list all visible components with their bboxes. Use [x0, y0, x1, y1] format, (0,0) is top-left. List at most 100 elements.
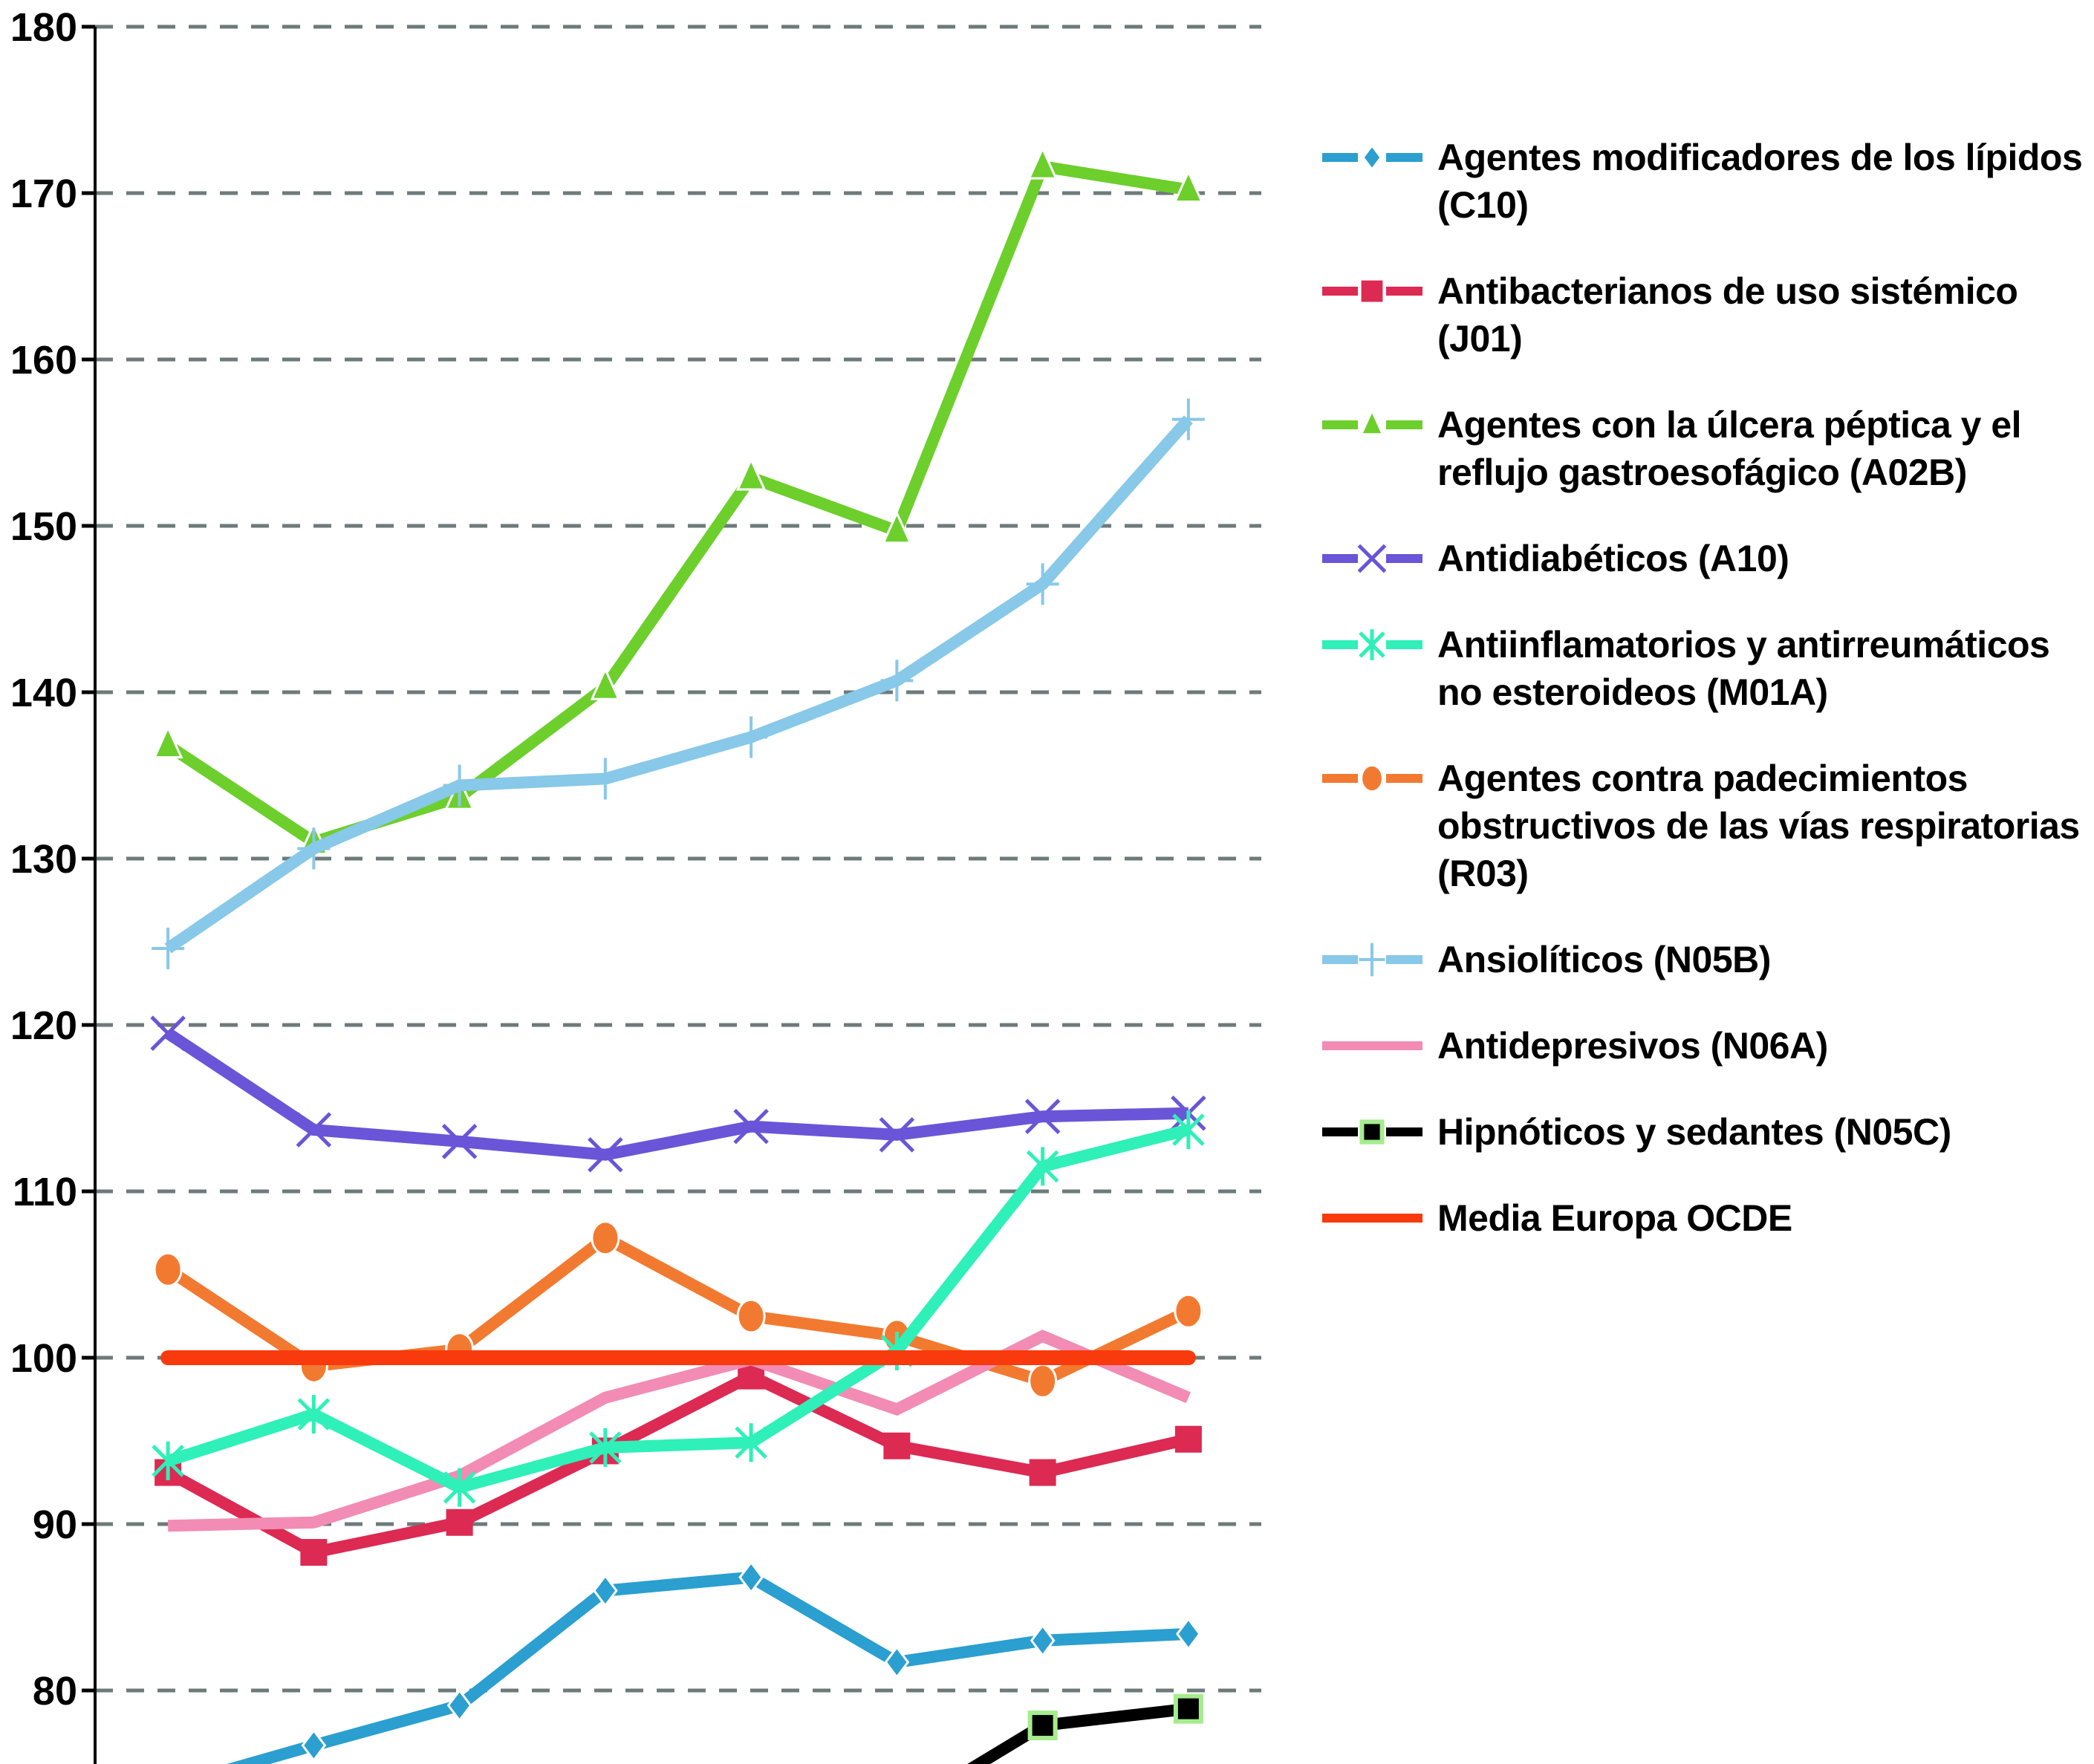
data-point [880, 660, 914, 702]
legend-swatch-icon [1322, 943, 1422, 977]
data-point [1176, 1617, 1201, 1651]
series-6 [152, 398, 1205, 969]
series-0 [227, 1560, 1201, 1764]
legend-item: Antidepresivos (N06A) [1322, 1022, 2094, 1070]
marker-stroke [297, 1398, 331, 1431]
legend-marker [1359, 408, 1385, 436]
y-tick-label: 180 [10, 5, 77, 50]
data-point [1026, 563, 1059, 605]
marker-stroke [296, 1112, 332, 1148]
series-4 [152, 1110, 1205, 1507]
y-tick-label: 140 [10, 671, 77, 715]
data-point [589, 1428, 622, 1467]
series-3 [150, 1015, 1206, 1173]
legend-swatch-icon [1322, 1119, 1422, 1145]
marker-stroke [735, 1426, 767, 1459]
marker-stroke [152, 1445, 184, 1477]
y-tick-label: 90 [33, 1503, 77, 1547]
marker-stroke [1026, 1150, 1059, 1183]
legend-marker [1360, 764, 1384, 793]
data-point [593, 1574, 618, 1608]
data-point [1026, 1147, 1059, 1186]
data-point [884, 1645, 910, 1679]
legend-label: Media Europa OCDE [1437, 1197, 1792, 1239]
data-point [1174, 1293, 1203, 1329]
data-point [297, 827, 331, 870]
data-point [591, 1220, 620, 1256]
data-point [735, 457, 767, 491]
legend-item: Agentes con la úlcera péptica y el reflu… [1322, 401, 2094, 496]
data-point [735, 1423, 767, 1462]
legend-marker [1357, 544, 1387, 573]
series-2 [152, 146, 1204, 856]
y-tick-label: 160 [10, 338, 77, 383]
data-point [446, 1508, 473, 1536]
data-point [1171, 398, 1205, 440]
data-point [1028, 1363, 1058, 1399]
legend-swatch-icon [1322, 143, 1422, 172]
data-point [300, 1539, 328, 1566]
data-point [733, 1108, 769, 1145]
series-line [166, 1124, 1190, 1494]
series-line [967, 1702, 1189, 1764]
data-point [1174, 1425, 1202, 1453]
legend-item: Media Europa OCDE [1322, 1194, 2094, 1242]
data-point [1030, 1624, 1056, 1658]
marker-stroke [589, 1431, 622, 1464]
data-point [446, 1688, 472, 1722]
y-tick-label: 80 [33, 1669, 77, 1713]
marker-stroke [588, 1136, 623, 1173]
data-point [883, 1432, 911, 1459]
data-point [150, 1015, 186, 1051]
line-chart: 60708090100110120130140150160170180 2000… [10, 5, 1261, 1764]
data-point [296, 1112, 332, 1148]
legend-label: Agentes modificadores de los lípidos (C1… [1437, 137, 2083, 226]
gridlines [95, 25, 1261, 1693]
legend-label: Hipnóticos y sedantes (N05C) [1437, 1111, 1951, 1153]
series-line [164, 1028, 1189, 1161]
data-point [1173, 1693, 1203, 1724]
data-point [443, 1468, 476, 1507]
legend-swatch-icon [1322, 408, 1422, 438]
legend-swatch-icon [1322, 1041, 1422, 1050]
marker-stroke [1172, 1113, 1205, 1146]
legend-item: Ansiolíticos (N05B) [1322, 936, 2094, 983]
y-tick-label: 100 [10, 1336, 77, 1381]
data-point [879, 1117, 915, 1153]
legend-label: Ansiolíticos (N05B) [1437, 939, 1771, 980]
data-point [441, 1124, 478, 1159]
series-line [227, 1571, 1189, 1764]
data-point [588, 1136, 623, 1173]
data-point [301, 1728, 327, 1763]
y-tick-label: 170 [10, 172, 77, 216]
data-point [1027, 146, 1058, 180]
marker-stroke [150, 1015, 186, 1051]
legend-swatch-icon [1322, 544, 1422, 573]
data-point [1029, 1459, 1056, 1486]
data-point [1027, 1711, 1058, 1741]
series-lines [150, 146, 1206, 1764]
legend-label: Agentes con la úlcera péptica y el reflu… [1437, 404, 2022, 493]
marker-stroke [1024, 1099, 1061, 1134]
data-point [153, 1252, 183, 1287]
legend-marker [1359, 629, 1385, 660]
legend-item: Antidiabéticos (A10) [1322, 535, 2094, 582]
legend-label: Antibacterianos de uso sistémico (J01) [1437, 270, 2018, 359]
marker-stroke [879, 1117, 915, 1153]
legend-marker [1361, 280, 1383, 302]
series-8 [967, 1693, 1203, 1764]
legend-swatch-icon [1322, 764, 1422, 793]
series-line [164, 415, 1193, 954]
data-point [590, 666, 621, 700]
series-5 [153, 1220, 1203, 1399]
legend-item: Agentes modificadores de los lípidos (C1… [1322, 134, 2094, 229]
marker-stroke [1357, 544, 1387, 573]
y-tick-label: 150 [10, 504, 77, 549]
legend-item: Hipnóticos y sedantes (N05C) [1322, 1108, 2094, 1156]
legend-item: Antibacterianos de uso sistémico (J01) [1322, 267, 2094, 362]
legend: Agentes modificadores de los lípidos (C1… [1322, 134, 2094, 1280]
legend-marker [1359, 943, 1385, 977]
legend-swatch-icon [1322, 278, 1422, 305]
data-point [1024, 1099, 1061, 1134]
legend-swatch-icon [1322, 1214, 1422, 1223]
